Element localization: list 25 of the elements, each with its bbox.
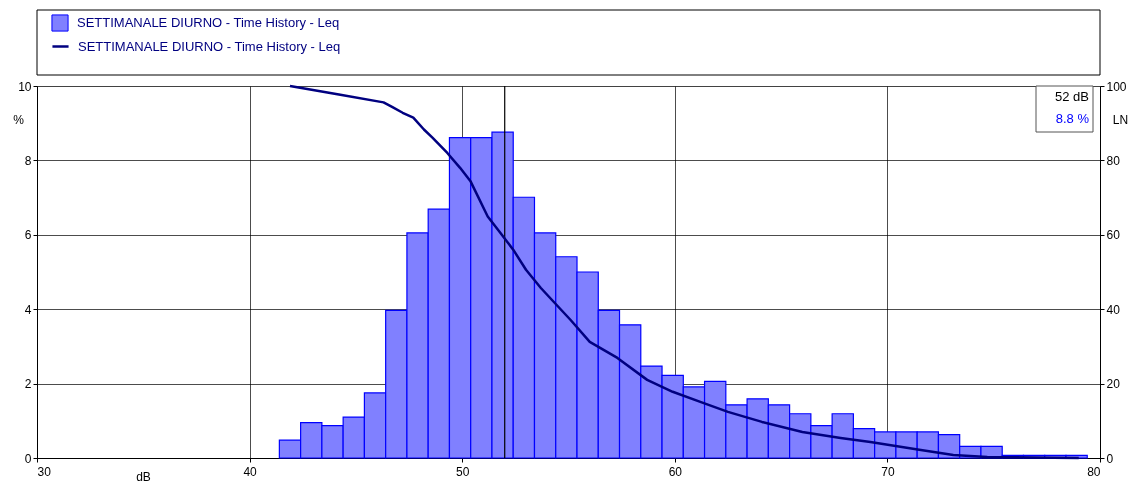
x-tick-label: 40 xyxy=(243,464,258,479)
y-tick-label: 4 xyxy=(24,302,32,317)
annotation: 8.8 % xyxy=(1055,111,1090,126)
x-tick-label: 60 xyxy=(668,464,683,479)
legend-label: SETTIMANALE DIURNO - Time History - Leq xyxy=(78,38,341,54)
x-tick-label: 70 xyxy=(881,464,895,479)
legend-label: SETTIMANALE DIURNO - Time History - Leq xyxy=(77,15,340,30)
x-axis-title: dB xyxy=(136,469,151,484)
y2-tick-label: 100 xyxy=(1106,79,1127,94)
y2-tick-label: 20 xyxy=(1106,377,1121,392)
y-tick-label: 6 xyxy=(24,228,32,243)
y2-tick-label: 60 xyxy=(1106,228,1121,243)
y2-tick-label: 80 xyxy=(1106,153,1121,168)
y-tick-label: 2 xyxy=(24,377,32,392)
y2-tick-label: 0 xyxy=(1106,451,1114,466)
y-tick-label: 8 xyxy=(24,153,32,168)
x-tick-label: 50 xyxy=(456,464,470,479)
annotation: 52 dB xyxy=(1055,89,1089,104)
y-tick-label: 10 xyxy=(18,79,32,94)
x-tick-label: 30 xyxy=(37,464,52,479)
x-tick-label: 80 xyxy=(1087,464,1101,479)
y-tick-label: 0 xyxy=(24,451,32,466)
y2-axis-title: LN xyxy=(1112,112,1129,127)
y2-tick-label: 40 xyxy=(1106,302,1121,317)
y-axis-title: % xyxy=(13,112,25,127)
